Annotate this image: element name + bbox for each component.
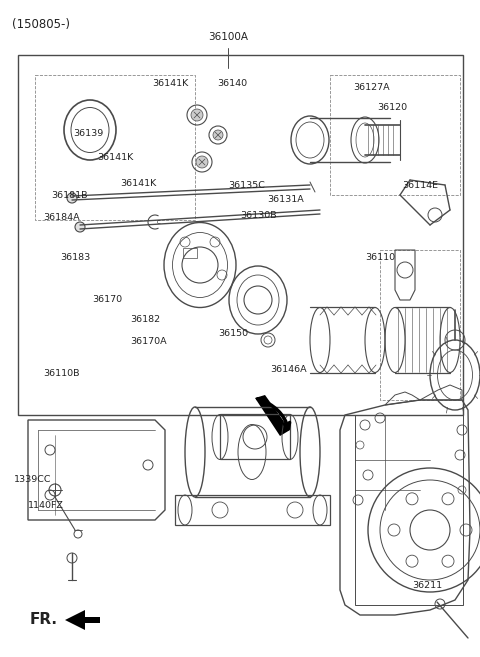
Polygon shape — [255, 395, 290, 436]
Text: 36135C: 36135C — [228, 181, 265, 189]
Bar — [355, 415, 463, 605]
Text: 36141K: 36141K — [120, 179, 156, 187]
Text: (150805-): (150805-) — [12, 18, 70, 31]
Polygon shape — [65, 610, 100, 630]
Text: 36183: 36183 — [60, 252, 90, 261]
Text: 36139: 36139 — [73, 129, 103, 139]
Text: 1140FZ: 1140FZ — [28, 501, 64, 510]
Bar — [183, 248, 197, 258]
Text: 36182: 36182 — [130, 315, 160, 325]
Text: 36170: 36170 — [92, 296, 122, 304]
Circle shape — [75, 222, 85, 232]
Circle shape — [191, 109, 203, 121]
Text: 36127A: 36127A — [353, 83, 390, 93]
Text: 36131A: 36131A — [267, 196, 304, 204]
Text: 36141K: 36141K — [152, 78, 188, 87]
Circle shape — [67, 193, 77, 203]
Bar — [175, 495, 330, 525]
Text: 36114E: 36114E — [402, 181, 438, 189]
Text: C: C — [157, 219, 161, 225]
Text: 36170A: 36170A — [130, 338, 167, 346]
Text: 36211: 36211 — [412, 581, 442, 589]
Text: 36141K: 36141K — [97, 152, 133, 162]
Circle shape — [196, 156, 208, 168]
Text: 36100A: 36100A — [208, 32, 248, 42]
Text: 1339CC: 1339CC — [14, 476, 51, 484]
Text: FR.: FR. — [30, 612, 58, 627]
Text: 36146A: 36146A — [270, 365, 307, 374]
Text: 36184A: 36184A — [43, 214, 80, 223]
Text: 36130B: 36130B — [240, 210, 276, 219]
Text: 36110B: 36110B — [43, 369, 80, 378]
Text: 36181B: 36181B — [51, 191, 87, 200]
Bar — [18, 55, 463, 415]
Circle shape — [213, 130, 223, 140]
Text: 36150: 36150 — [218, 328, 248, 338]
Text: 36140: 36140 — [217, 78, 247, 87]
Bar — [220, 414, 290, 459]
Text: 36110: 36110 — [365, 254, 395, 263]
Text: 36120: 36120 — [377, 102, 407, 112]
